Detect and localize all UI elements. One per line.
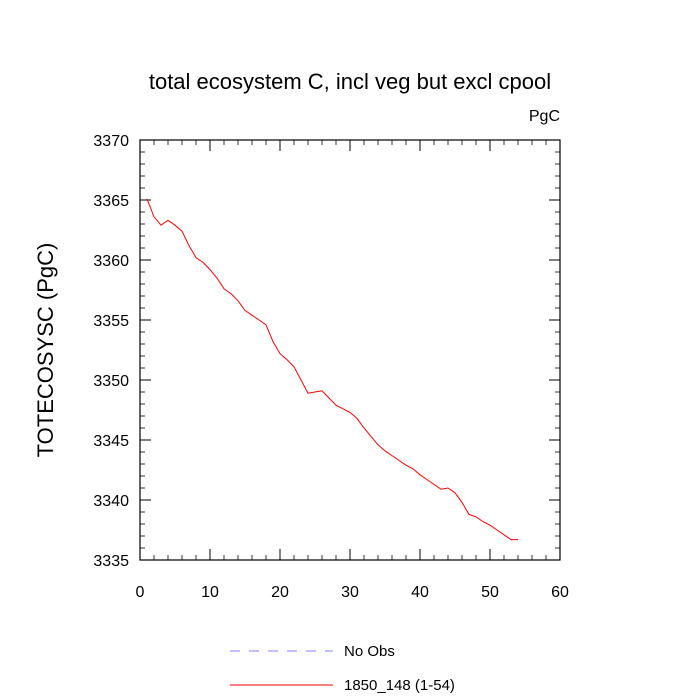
y-tick-label: 3350 <box>93 373 129 390</box>
x-tick-label: 20 <box>271 584 289 601</box>
y-tick-label: 3365 <box>93 193 129 210</box>
y-tick-label: 3335 <box>93 553 129 570</box>
series-line-1 <box>146 198 518 541</box>
legend-label-no-obs: No Obs <box>344 643 395 660</box>
legend-label-run: 1850_148 (1-54) <box>344 677 455 694</box>
chart-title: total ecosystem C, incl veg but excl cpo… <box>148 69 552 94</box>
y-tick-label: 3345 <box>93 433 129 450</box>
x-tick-label: 40 <box>411 584 429 601</box>
y-tick-label: 3360 <box>93 253 129 270</box>
units-label: PgC <box>528 108 560 125</box>
y-tick-label: 3355 <box>93 313 129 330</box>
plot-frame <box>139 139 561 561</box>
x-tick-label: 30 <box>341 584 359 601</box>
x-tick-label: 0 <box>136 584 145 601</box>
y-tick-label: 3340 <box>93 493 129 510</box>
x-tick-label: 10 <box>201 584 219 601</box>
y-tick-label: 3370 <box>93 133 129 150</box>
x-tick-label: 60 <box>551 584 569 601</box>
x-tick-label: 50 <box>481 584 499 601</box>
